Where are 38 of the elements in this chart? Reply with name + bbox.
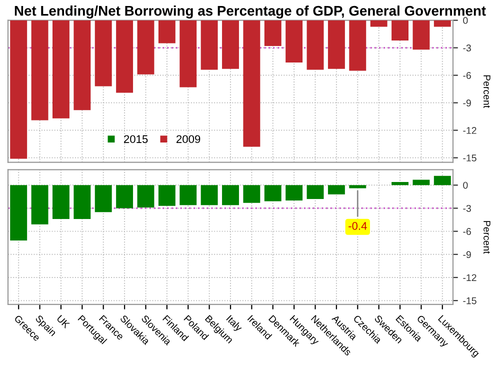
y-tick-label: -12	[463, 274, 476, 282]
bar	[412, 180, 430, 186]
bar	[286, 185, 303, 201]
bar	[31, 185, 48, 224]
y-tick-label: -3	[463, 204, 471, 212]
y-tick-label: -3	[463, 44, 471, 52]
y-tick-label: -15	[463, 154, 476, 162]
bar	[306, 185, 324, 199]
y-tick-label: 0	[463, 182, 468, 189]
bar	[137, 185, 154, 208]
bar	[349, 185, 366, 188]
bar	[158, 185, 176, 206]
y-tick-label: -6	[463, 228, 471, 235]
bar	[10, 185, 28, 241]
y-tick-label: -9	[463, 100, 471, 106]
bar	[200, 185, 218, 206]
y-tick-label: 0	[463, 17, 468, 24]
bar	[94, 185, 112, 212]
bar	[264, 185, 282, 202]
y-axis-title: Percent	[484, 75, 490, 108]
y-tick-label: -9	[463, 251, 471, 258]
legend-label: 2009	[176, 135, 200, 144]
bar	[74, 185, 91, 219]
y-tick-label: -15	[463, 297, 476, 304]
bar	[52, 185, 70, 219]
bar	[392, 182, 408, 186]
y-tick-label: -12	[463, 127, 476, 134]
bar	[116, 185, 134, 208]
bar	[434, 176, 451, 186]
annotation: -0.4	[348, 222, 367, 230]
bar	[180, 185, 197, 206]
y-tick-label: -6	[463, 72, 471, 79]
bar	[222, 185, 239, 206]
bar	[328, 185, 345, 194]
y-axis-title: Percent	[484, 221, 490, 254]
legend-label: 2015	[124, 135, 148, 144]
bar	[243, 185, 260, 203]
x-tick-label: UK	[56, 314, 70, 329]
